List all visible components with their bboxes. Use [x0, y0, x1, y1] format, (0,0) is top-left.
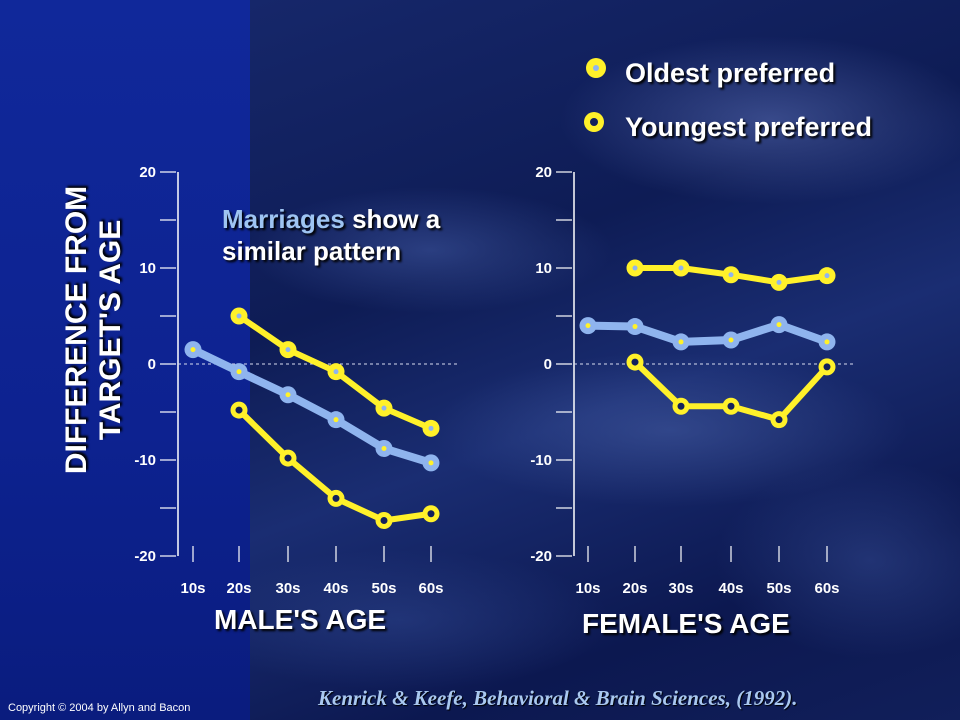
data-point-center [632, 324, 638, 330]
y-tick-label: -10 [134, 452, 156, 469]
series-line-marriages [584, 320, 831, 346]
data-point-center [381, 445, 387, 451]
data-point-hole [631, 358, 639, 366]
x-tick-label: 50s [371, 580, 396, 597]
citation-text: Kenrick & Keefe, Behavioral & Brain Scie… [318, 686, 798, 710]
legend-youngest-marker-hole [590, 118, 598, 126]
male-age-axis-title: MALE'S AGE [214, 604, 387, 635]
data-point-center [285, 392, 291, 398]
x-tick-label: 60s [418, 580, 443, 597]
male-age-chart: -20 -10 0 10 20 10s 20s 30s 40s 50s 60s [134, 164, 458, 597]
y-tick-label: -10 [530, 452, 552, 469]
legend-oldest-marker-center [593, 65, 599, 71]
data-point-hole [332, 494, 340, 502]
data-point-center [678, 265, 684, 271]
note-rest-line1: show a [344, 204, 441, 234]
x-tick-label: 40s [323, 580, 348, 597]
data-point-center [776, 322, 782, 328]
data-point-center [285, 347, 291, 353]
data-point-hole [727, 402, 735, 410]
y-axis-title-line1: DIFFERENCE FROM [60, 185, 93, 475]
y-tick-label: 10 [139, 260, 156, 277]
note-line2: similar pattern [222, 236, 402, 266]
data-point-hole [427, 510, 435, 518]
x-tick-label: 30s [275, 580, 300, 597]
data-point-center [728, 272, 734, 278]
data-point-center [428, 460, 434, 466]
marbled-background [250, 0, 960, 720]
data-point-center [333, 417, 339, 423]
data-point-hole [380, 516, 388, 524]
y-tick-label: -20 [530, 548, 552, 565]
x-tick-label: 20s [226, 580, 251, 597]
series-line-marriages [189, 345, 435, 467]
data-point-hole [775, 416, 783, 424]
x-tick-label: 20s [622, 580, 647, 597]
data-point-center [824, 273, 830, 279]
y-tick-label: -20 [134, 548, 156, 565]
data-point-hole [677, 402, 685, 410]
data-point-center [728, 337, 734, 343]
data-point-center [585, 323, 591, 329]
note-highlight: Marriages [222, 204, 345, 234]
data-point-center [678, 339, 684, 345]
female-age-chart: -20 -10 0 10 20 10s 20s 30s 40s 50s 60s [530, 164, 853, 597]
data-point-hole [284, 454, 292, 462]
y-tick-label: 10 [535, 260, 552, 277]
legend-oldest-label: Oldest preferred [625, 58, 836, 88]
data-point-center [190, 347, 196, 353]
data-point-hole [823, 363, 831, 371]
x-tick-label: 10s [180, 580, 205, 597]
data-point-center [824, 339, 830, 345]
x-tick-label: 50s [766, 580, 791, 597]
x-tick-label: 40s [718, 580, 743, 597]
female-age-axis-title: FEMALE'S AGE [582, 608, 790, 639]
copyright-text: Copyright © 2004 by Allyn and Bacon [8, 702, 191, 714]
data-point-center [632, 265, 638, 271]
legend-markers [584, 58, 606, 132]
y-axis-title: DIFFERENCE FROM TARGET'S AGE [60, 160, 128, 500]
data-point-center [381, 405, 387, 411]
y-axis-title-line2: TARGET'S AGE [94, 219, 127, 441]
data-point-center [428, 425, 434, 431]
legend-youngest-label: Youngest preferred [625, 112, 873, 142]
data-point-center [236, 369, 242, 375]
data-point-hole [235, 406, 243, 414]
y-tick-label: 20 [139, 164, 156, 181]
data-point-center [776, 279, 782, 285]
y-tick-label: 0 [544, 356, 552, 373]
marriages-note: Marriages show a similar pattern [222, 203, 440, 267]
y-tick-label: 20 [535, 164, 552, 181]
data-point-center [333, 369, 339, 375]
data-point-center [236, 313, 242, 319]
y-tick-label: 0 [148, 356, 156, 373]
x-tick-label: 10s [575, 580, 600, 597]
x-tick-label: 60s [814, 580, 839, 597]
x-tick-label: 30s [668, 580, 693, 597]
